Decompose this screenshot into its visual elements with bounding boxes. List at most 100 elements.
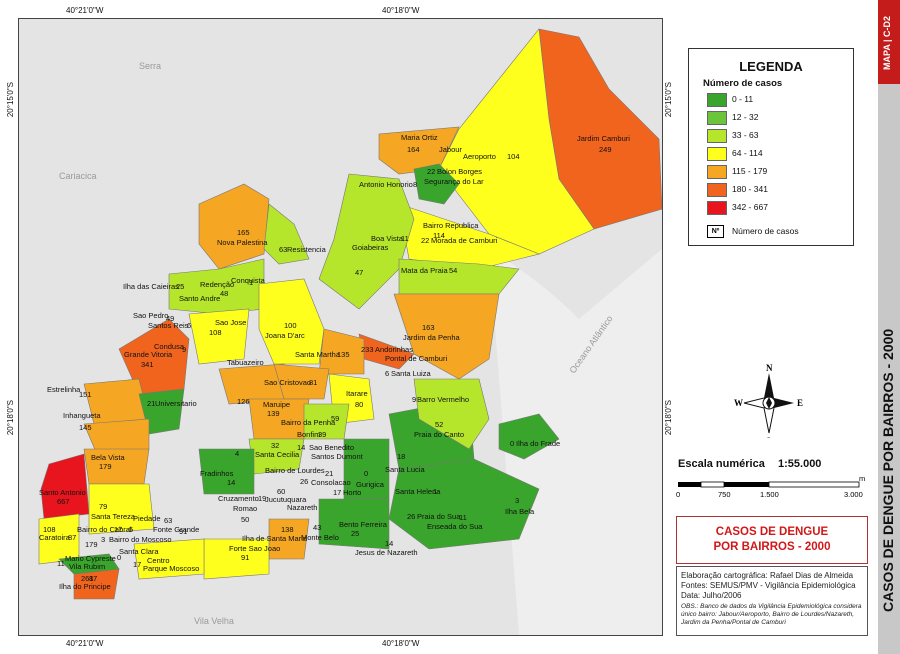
label-monte-belo: Monte Belo — [301, 533, 339, 542]
area-joana-darc[interactable] — [258, 278, 325, 365]
label-praia-do-canto: Praia do Canto — [414, 430, 464, 439]
area-ilha-do-frade[interactable] — [498, 413, 560, 460]
count-maria-ortiz: 164 — [407, 145, 420, 154]
count-bolon-borges: 22 — [427, 167, 435, 176]
legend-number-label: Número de casos — [732, 226, 799, 236]
label-sao-cristovao: Sao Cristovao — [264, 378, 311, 387]
count-bairro-republica: 114 — [433, 231, 445, 240]
count-fradinhos: 14 — [227, 478, 235, 487]
map-title-line2: POR BAIRROS - 2000 — [713, 541, 831, 553]
label-aeroporto: Aeroporto — [463, 152, 496, 161]
count-mata-da-praia: 54 — [449, 266, 457, 275]
count-bonfim: 39 — [318, 430, 326, 439]
label-pontal-de-camburi: Pontal de Camburi — [385, 354, 447, 363]
label-universitario: Universitario — [155, 399, 197, 408]
count-andorinhas: 233 — [361, 345, 374, 354]
coord-left-bottom: 20°18'0"S — [6, 400, 15, 436]
count-barro-vermelho: 9 — [412, 395, 416, 404]
count-santa-martha: 135 — [337, 350, 350, 359]
right-panel: LEGENDA Número de casos 0 - 11 12 - 32 3… — [668, 18, 874, 636]
area-fradinhos[interactable] — [198, 448, 255, 495]
count-tabuazeiro: 126 — [237, 397, 250, 406]
count-caratoira: 108 — [43, 525, 56, 534]
area-aeroporto[interactable] — [438, 28, 595, 255]
label-consolacao: Consolacao — [311, 478, 351, 487]
label-santa-lucia: Santa Lucia — [385, 465, 425, 474]
scale-tick-750: 750 — [718, 490, 731, 499]
map-title-box: CASOS DE DENGUE POR BAIRROS - 2000 — [676, 516, 868, 564]
area-mata-da-praia[interactable] — [398, 258, 520, 295]
label-romao: Romao — [233, 504, 257, 513]
label-fradinhos: Fradinhos — [200, 469, 234, 478]
count-ilha-do-principe: 261 — [81, 574, 94, 583]
legend-label: 0 - 11 — [732, 94, 754, 104]
area-nova-palestina[interactable] — [198, 183, 270, 270]
area-bairro-republica[interactable] — [398, 203, 540, 270]
label-santa-martha: Santa Martha — [295, 350, 341, 359]
area-goiabeiras[interactable] — [318, 173, 415, 310]
count-gurigica: 0 — [364, 469, 368, 478]
legend-label: 115 - 179 — [732, 166, 768, 176]
extra-number-9: 50 — [241, 515, 249, 524]
label-barro-vermelho: Barro Vermelho — [417, 395, 469, 404]
count-sao-pedro: 49 — [166, 314, 174, 323]
area-jardim-da-penha[interactable] — [393, 293, 500, 380]
region-vila-velha: Vila Velha — [194, 616, 234, 626]
count-ilha-bela: 3 — [515, 496, 519, 505]
count-redencao: 48 — [220, 289, 228, 298]
label-jesus-de-nazareth: Jesus de Nazareth — [355, 548, 418, 557]
label-jardim-camburi: Jardim Camburi — [577, 134, 630, 143]
label-conquista: Conquista — [231, 276, 266, 285]
extra-number-10: 4 — [235, 449, 239, 458]
count-consolacao: 21 — [325, 469, 333, 478]
area-santa-martha[interactable] — [318, 328, 365, 375]
area-bolon-borges[interactable] — [413, 163, 460, 205]
count-ilha-do-frade: 0 — [510, 439, 514, 448]
label-bairro-da-penha: Bairro da Penha — [281, 418, 336, 427]
scale-tick-1500: 1.500 — [760, 490, 779, 499]
extra-number-8: 91 — [179, 527, 187, 536]
neighborhood-labels: Jardim Camburi 249 Aeroporto 1 0 4 Maria O… — [39, 133, 630, 591]
compass-s: S — [766, 436, 771, 438]
compass-rose: N S W E — [734, 363, 804, 446]
label-antonio-honorio: Antonio Honorio — [359, 180, 413, 189]
label-santa-tereza: Santa Tereza — [91, 512, 136, 521]
legend-label: 180 - 341 — [732, 184, 768, 194]
area-praia-do-canto[interactable] — [413, 378, 490, 450]
label-horto: Horto — [343, 488, 361, 497]
area-bento-ferreira[interactable] — [318, 498, 390, 550]
count-bela-vista: 179 — [99, 462, 112, 471]
count-santa-helena: 1 — [433, 487, 437, 496]
area-sao-jose[interactable] — [188, 308, 250, 365]
count-inhangueta: 145 — [79, 423, 92, 432]
label-seguranca-do-lar: Segurança do Lar — [424, 177, 484, 186]
extra-number-1: 17 — [114, 525, 122, 534]
count-goiabeiras: 47 — [355, 268, 363, 277]
side-tag-text: MAPA | C-D2 — [882, 15, 892, 71]
compass-w: W — [734, 398, 743, 408]
sea-area — [489, 249, 662, 635]
area-centro[interactable] — [133, 538, 205, 580]
count-universitario: 21 — [147, 399, 155, 408]
extra-number-6: 0 — [117, 553, 121, 562]
label-grande-vitoria: Grande Vitoria — [124, 350, 173, 359]
legend-swatch — [707, 93, 727, 107]
count-sao-jose: 108 — [209, 328, 222, 337]
compass-e: E — [797, 398, 803, 408]
area-resistencia[interactable] — [263, 203, 310, 265]
count-joana-darc: 100 — [284, 321, 297, 330]
count-cruzamento: 19 — [258, 494, 266, 503]
extra-number-2: 5 — [129, 525, 133, 534]
compass-icon: N S W E — [734, 363, 803, 446]
label-bairro-do-cabral: Bairro do Cabral — [77, 525, 132, 534]
label-nazareth: Nazareth — [287, 503, 317, 512]
count-jardim-camburi: 249 — [599, 145, 612, 154]
label-caratoira: Caratoira — [39, 533, 71, 542]
label-maria-ortiz: Maria Ortiz — [401, 133, 438, 142]
area-vila-rubim[interactable] — [58, 553, 120, 575]
count-santos-reis: 6 — [187, 321, 191, 330]
scale-unit: m — [859, 476, 865, 483]
area-sao-cristovao[interactable] — [273, 363, 330, 400]
area-santa-tereza[interactable] — [88, 483, 155, 535]
